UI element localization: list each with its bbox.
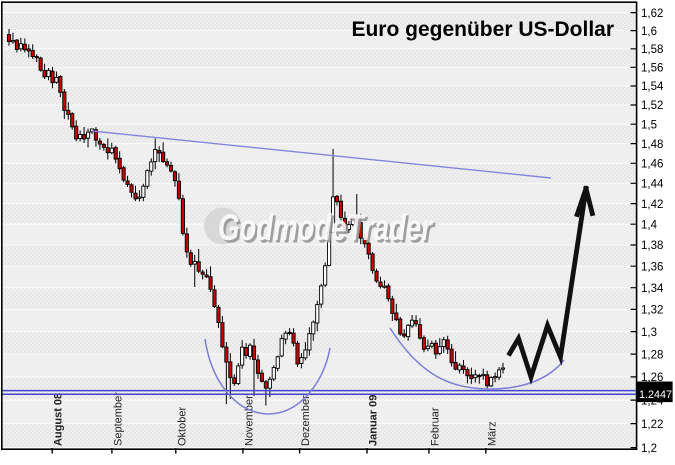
svg-text:GodmodeTrader: GodmodeTrader	[220, 209, 436, 250]
svg-text:Februar: Februar	[429, 407, 441, 446]
svg-text:GodmodeTrader: GodmodeTrader	[218, 207, 434, 248]
svg-text:1,62: 1,62	[641, 8, 663, 20]
svg-text:1,38: 1,38	[641, 240, 663, 252]
svg-text:1,26: 1,26	[641, 372, 663, 384]
svg-text:1,58: 1,58	[641, 44, 663, 56]
svg-text:1.2447: 1.2447	[639, 389, 672, 401]
svg-text:März: März	[486, 422, 498, 446]
svg-text:1,46: 1,46	[641, 159, 663, 171]
svg-text:Oktober: Oktober	[176, 407, 188, 446]
svg-text:1,52: 1,52	[641, 100, 663, 112]
svg-text:1,2: 1,2	[641, 443, 657, 455]
svg-text:September: September	[112, 392, 124, 446]
svg-text:Dezember: Dezember	[300, 395, 312, 446]
svg-text:1,6: 1,6	[641, 26, 657, 38]
svg-text:1,5: 1,5	[641, 119, 657, 131]
svg-text:Januar 09: Januar 09	[368, 395, 380, 446]
svg-text:August 08: August 08	[53, 393, 65, 446]
svg-text:1,32: 1,32	[641, 305, 663, 317]
svg-text:1,48: 1,48	[641, 139, 663, 151]
svg-text:1,42: 1,42	[641, 199, 663, 211]
svg-text:Euro gegenüber US-Dollar: Euro gegenüber US-Dollar	[351, 18, 614, 41]
svg-text:1,3: 1,3	[641, 327, 657, 339]
svg-text:1,28: 1,28	[641, 349, 663, 361]
svg-text:1,4: 1,4	[641, 219, 658, 231]
svg-text:1,36: 1,36	[641, 261, 663, 273]
svg-text:1,54: 1,54	[641, 81, 664, 93]
svg-text:1,22: 1,22	[641, 419, 663, 431]
svg-text:1,56: 1,56	[641, 63, 663, 75]
svg-text:November: November	[243, 395, 255, 446]
svg-text:1,44: 1,44	[641, 179, 664, 191]
svg-text:1,34: 1,34	[641, 283, 664, 295]
